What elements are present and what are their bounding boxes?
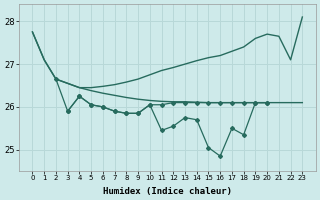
X-axis label: Humidex (Indice chaleur): Humidex (Indice chaleur) [103,187,232,196]
